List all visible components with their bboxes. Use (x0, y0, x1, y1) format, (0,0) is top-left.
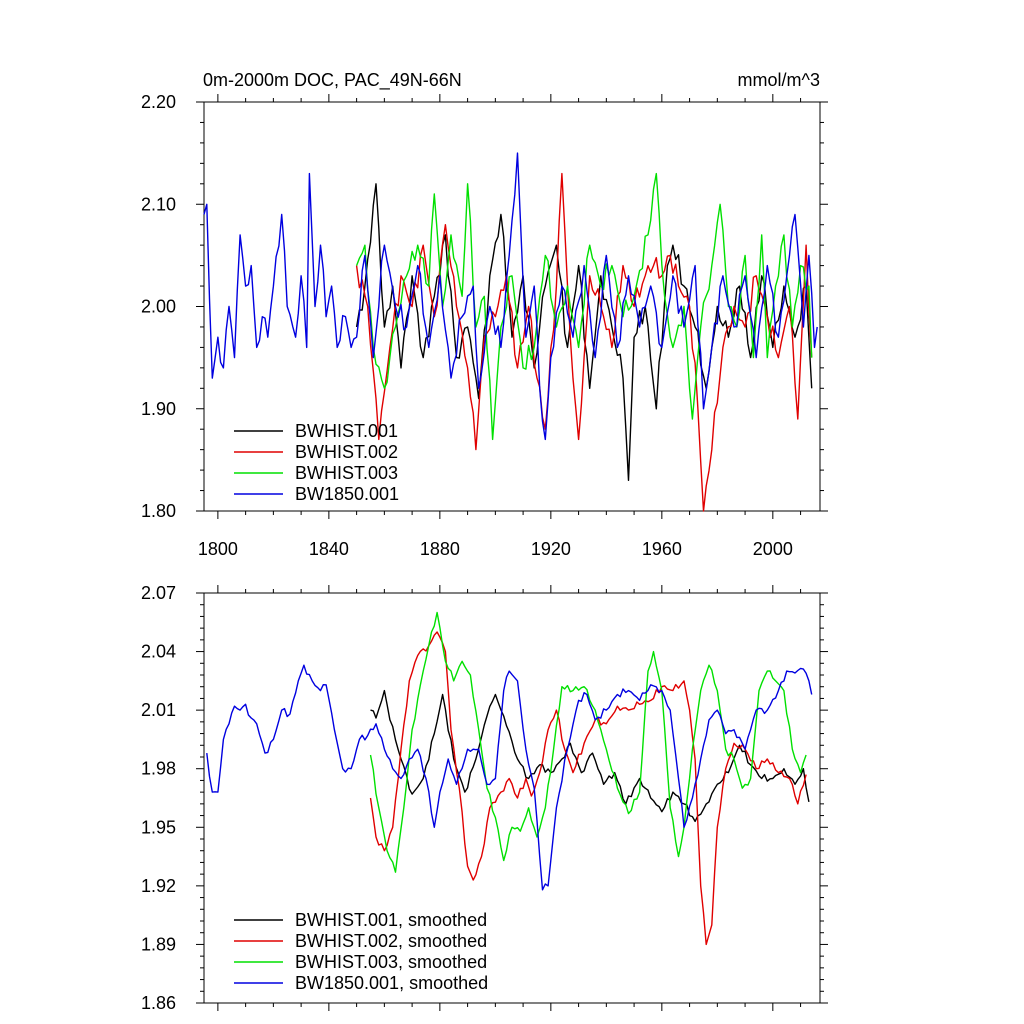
legend-label: BWHIST.003 (295, 463, 398, 483)
y-tick-label: 2.10 (141, 194, 176, 214)
y-tick-label: 1.80 (141, 501, 176, 521)
y-tick-label: 1.95 (141, 817, 176, 837)
series-line (206, 664, 813, 891)
series-line (369, 631, 807, 946)
y-tick-label: 2.01 (141, 700, 176, 720)
top-chart: 0m-2000m DOC, PAC_49N-66N mmol/m^3 1.801… (141, 70, 828, 559)
x-tick-label: 1840 (309, 539, 349, 559)
x-tick-label: 1800 (198, 539, 238, 559)
y-tick-label: 1.90 (141, 399, 176, 419)
legend-label: BWHIST.002, smoothed (295, 931, 487, 951)
x-tick-label: 1920 (531, 539, 571, 559)
y-tick-label: 2.00 (141, 297, 176, 317)
series-line (370, 689, 810, 823)
legend-label: BWHIST.001, smoothed (295, 910, 487, 930)
x-tick-label: 2000 (753, 539, 793, 559)
y-tick-label: 1.92 (141, 876, 176, 896)
bottom-chart: 1.86 1.89 1.92 1.95 1.98 2.01 2.04 2.07 BWHIST.… (141, 583, 828, 1013)
series-line (355, 172, 813, 512)
series-line (355, 172, 813, 441)
legend-label: BWHIST.002 (295, 442, 398, 462)
series-line (203, 152, 818, 441)
series-line (369, 611, 807, 873)
legend-label: BW1850.001 (295, 484, 399, 504)
top-plot-area: 1.80 1.90 2.00 2.10 2.20 1800 1840 1880 1920 1960… (141, 92, 828, 559)
legend-label: BWHIST.001 (295, 421, 398, 441)
chart-title: 0m-2000m DOC, PAC_49N-66N (203, 70, 462, 91)
units-label: mmol/m^3 (738, 70, 820, 90)
y-tick-label: 1.86 (141, 993, 176, 1013)
bottom-plot-area: 1.86 1.89 1.92 1.95 1.98 2.01 2.04 2.07 (141, 583, 828, 1013)
x-tick-label: 1960 (642, 539, 682, 559)
y-tick-label: 2.20 (141, 92, 176, 112)
plot-frame (203, 592, 821, 1004)
y-tick-label: 1.98 (141, 759, 176, 779)
y-tick-label: 2.07 (141, 583, 176, 603)
y-tick-label: 1.89 (141, 934, 176, 954)
legend-label: BWHIST.003, smoothed (295, 952, 487, 972)
x-tick-label: 1880 (420, 539, 460, 559)
y-tick-label: 2.04 (141, 642, 176, 662)
legend-label: BW1850.001, smoothed (295, 973, 488, 993)
series-line (355, 183, 813, 481)
